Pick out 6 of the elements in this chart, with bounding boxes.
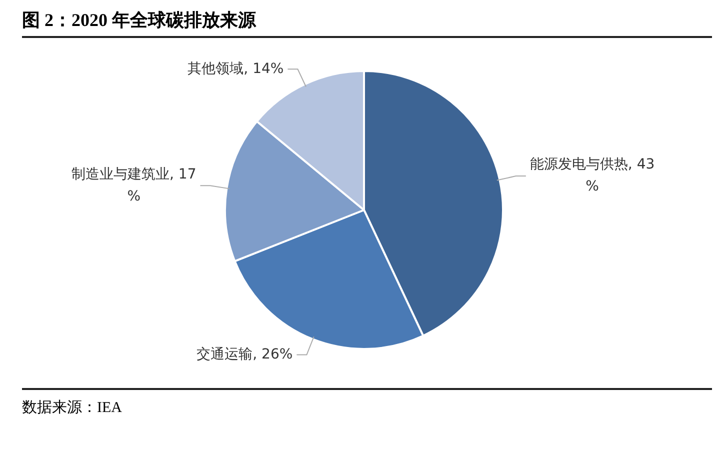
source-note: 数据来源：IEA xyxy=(22,388,712,417)
slice-label: 制造业与建筑业, 17% xyxy=(72,166,196,204)
slice-label: 能源发电与供热, 43% xyxy=(530,156,655,195)
slice-label: 其他领域, 14% xyxy=(188,60,284,77)
chart-title: 图 2：2020 年全球碳排放来源 xyxy=(22,4,712,38)
slice-label: 交通运输, 26% xyxy=(196,346,293,362)
